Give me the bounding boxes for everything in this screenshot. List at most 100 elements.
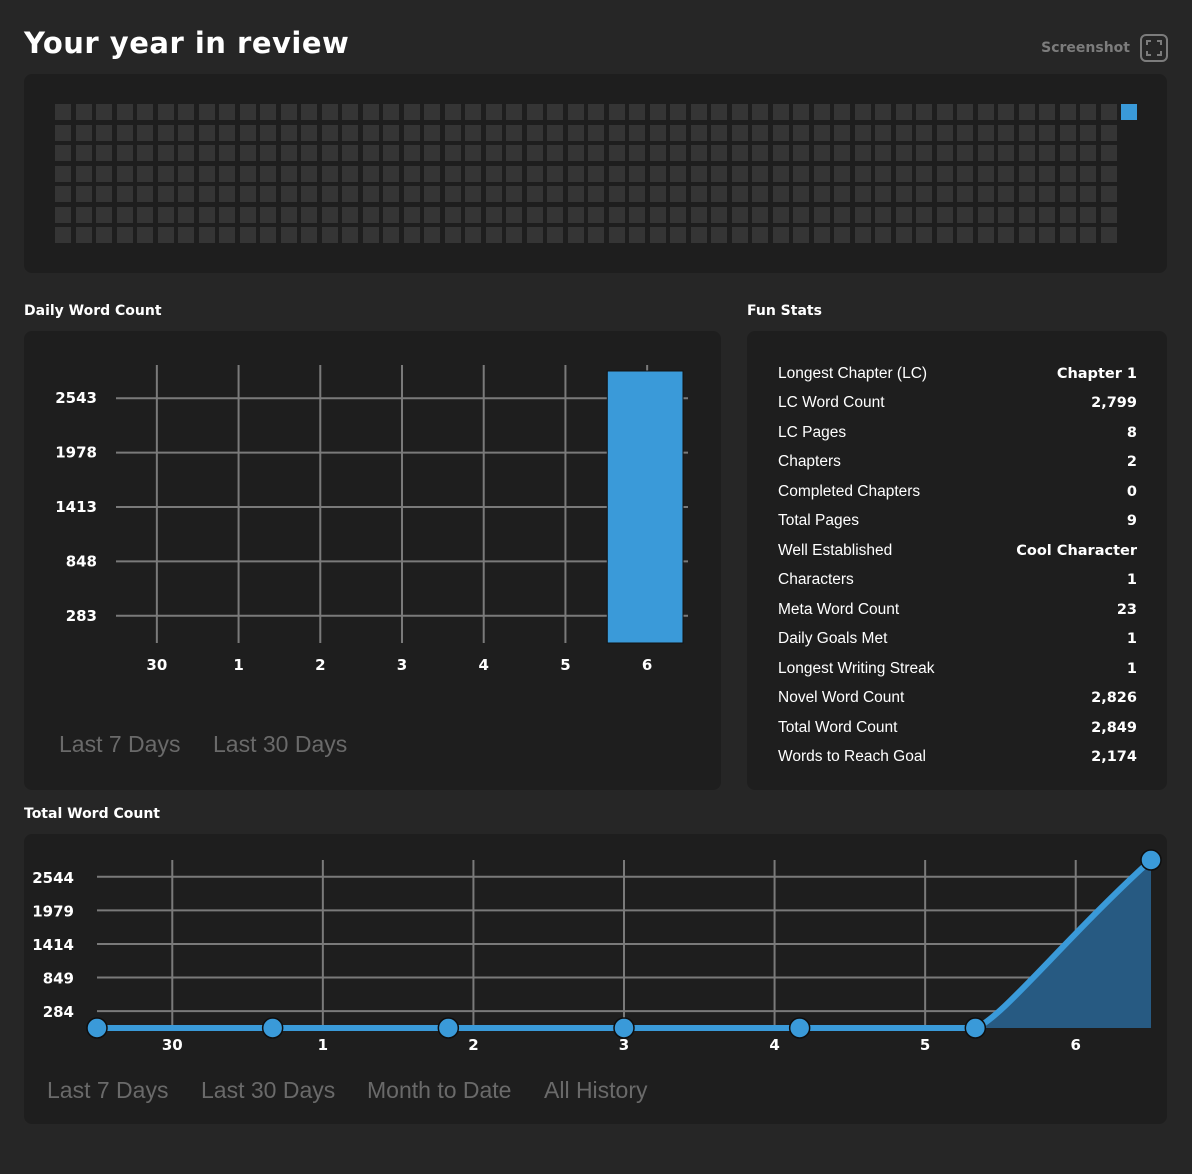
total-range-month-to-date[interactable]: Month to Date — [367, 1077, 512, 1103]
y-tick-label: 1413 — [55, 498, 97, 516]
heatmap-cell — [1039, 166, 1055, 182]
x-tick-label: 1 — [233, 656, 243, 671]
heatmap-cell — [568, 145, 584, 161]
heatmap-cell — [711, 227, 727, 243]
fun-stat-label: Total Word Count — [778, 718, 898, 736]
fun-stat-value: 23 — [1116, 601, 1137, 618]
heatmap-cell — [875, 125, 891, 141]
heatmap-cell — [773, 104, 789, 120]
daily-range-last-7-days[interactable]: Last 7 Days — [59, 731, 181, 757]
heatmap-cell — [158, 227, 174, 243]
data-point[interactable] — [964, 1017, 987, 1039]
heatmap-cell — [1080, 166, 1096, 182]
data-point[interactable] — [261, 1017, 284, 1039]
heatmap-cell — [301, 145, 317, 161]
heatmap-cell — [568, 125, 584, 141]
heatmap-cell — [916, 186, 932, 202]
fun-stat-value: Cool Character — [1016, 542, 1137, 559]
heatmap-cell — [465, 227, 481, 243]
heatmap-cell — [178, 166, 194, 182]
heatmap-cell — [424, 207, 440, 223]
heatmap-cell — [260, 104, 276, 120]
heatmap-cell — [281, 207, 297, 223]
heatmap-cell — [383, 207, 399, 223]
heatmap-cell — [957, 145, 973, 161]
heatmap-cell — [240, 227, 256, 243]
heatmap-cell — [711, 145, 727, 161]
heatmap-cell — [1060, 125, 1076, 141]
heatmap-cell — [957, 186, 973, 202]
heatmap-cell — [732, 227, 748, 243]
heatmap-cell — [117, 227, 133, 243]
heatmap-cell — [178, 104, 194, 120]
x-tick-label: 2 — [315, 656, 325, 671]
data-point[interactable] — [86, 1017, 108, 1039]
x-tick-label: 30 — [162, 1036, 183, 1054]
heatmap-cell — [506, 125, 522, 141]
heatmap-cell — [916, 145, 932, 161]
heatmap-cell — [629, 207, 645, 223]
heatmap-cell — [527, 104, 543, 120]
heatmap-cell — [158, 166, 174, 182]
heatmap-cell — [793, 186, 809, 202]
heatmap-cell — [875, 145, 891, 161]
heatmap-cell — [527, 207, 543, 223]
heatmap-cell — [96, 125, 112, 141]
heatmap-cell — [937, 104, 953, 120]
heatmap-cell — [281, 186, 297, 202]
heatmap-cell — [670, 207, 686, 223]
heatmap-cell — [342, 145, 358, 161]
heatmap-cell — [629, 145, 645, 161]
heatmap-cell — [978, 166, 994, 182]
heatmap-cell — [506, 104, 522, 120]
heatmap-cell — [424, 166, 440, 182]
heatmap-cell — [55, 207, 71, 223]
heatmap-cell — [855, 104, 871, 120]
x-tick-label: 3 — [619, 1036, 629, 1054]
heatmap-cell — [814, 145, 830, 161]
heatmap-cell — [465, 104, 481, 120]
heatmap-cell — [178, 207, 194, 223]
data-point[interactable] — [788, 1017, 811, 1039]
data-point[interactable] — [437, 1017, 460, 1039]
total-range-last-30-days[interactable]: Last 30 Days — [201, 1077, 336, 1103]
heatmap-cell — [568, 207, 584, 223]
fun-stat-label: Longest Chapter (LC) — [778, 364, 928, 382]
fun-stat-value: 1 — [1126, 631, 1137, 648]
heatmap-cell — [199, 186, 215, 202]
fun-stat-row: Chapters 2 — [778, 448, 1137, 478]
heatmap-cell — [998, 166, 1014, 182]
heatmap-cell — [424, 104, 440, 120]
fun-stat-value: 8 — [1126, 424, 1137, 441]
heatmap-cell — [691, 207, 707, 223]
fun-stat-value: 2,799 — [1091, 395, 1137, 412]
heatmap-cell — [650, 166, 666, 182]
heatmap-cell — [957, 125, 973, 141]
heatmap-cell — [96, 104, 112, 120]
heatmap-cell — [916, 104, 932, 120]
heatmap-cell — [260, 186, 276, 202]
heatmap-cell — [465, 145, 481, 161]
screenshot-button[interactable]: Screenshot — [1041, 34, 1168, 62]
heatmap-cell — [322, 125, 338, 141]
heatmap-cell — [834, 145, 850, 161]
heatmap-cell — [1039, 145, 1055, 161]
heatmap-cell — [137, 207, 153, 223]
heatmap-cell — [96, 166, 112, 182]
heatmap-cell — [588, 227, 604, 243]
daily-range-last-30-days[interactable]: Last 30 Days — [213, 731, 348, 757]
y-tick-label: 1414 — [32, 936, 74, 954]
heatmap-cell — [855, 227, 871, 243]
series-line — [94, 857, 1154, 1031]
heatmap-cell — [1060, 145, 1076, 161]
total-range-all-history[interactable]: All History — [544, 1077, 648, 1103]
heatmap-cell — [301, 125, 317, 141]
heatmap-cell — [691, 145, 707, 161]
data-point[interactable] — [613, 1017, 635, 1039]
total-range-last-7-days[interactable]: Last 7 Days — [47, 1077, 169, 1103]
heatmap-cell — [506, 166, 522, 182]
heatmap-cell — [240, 166, 256, 182]
heatmap-cell — [1080, 145, 1096, 161]
heatmap-cell — [670, 125, 686, 141]
data-point[interactable] — [1140, 849, 1162, 871]
